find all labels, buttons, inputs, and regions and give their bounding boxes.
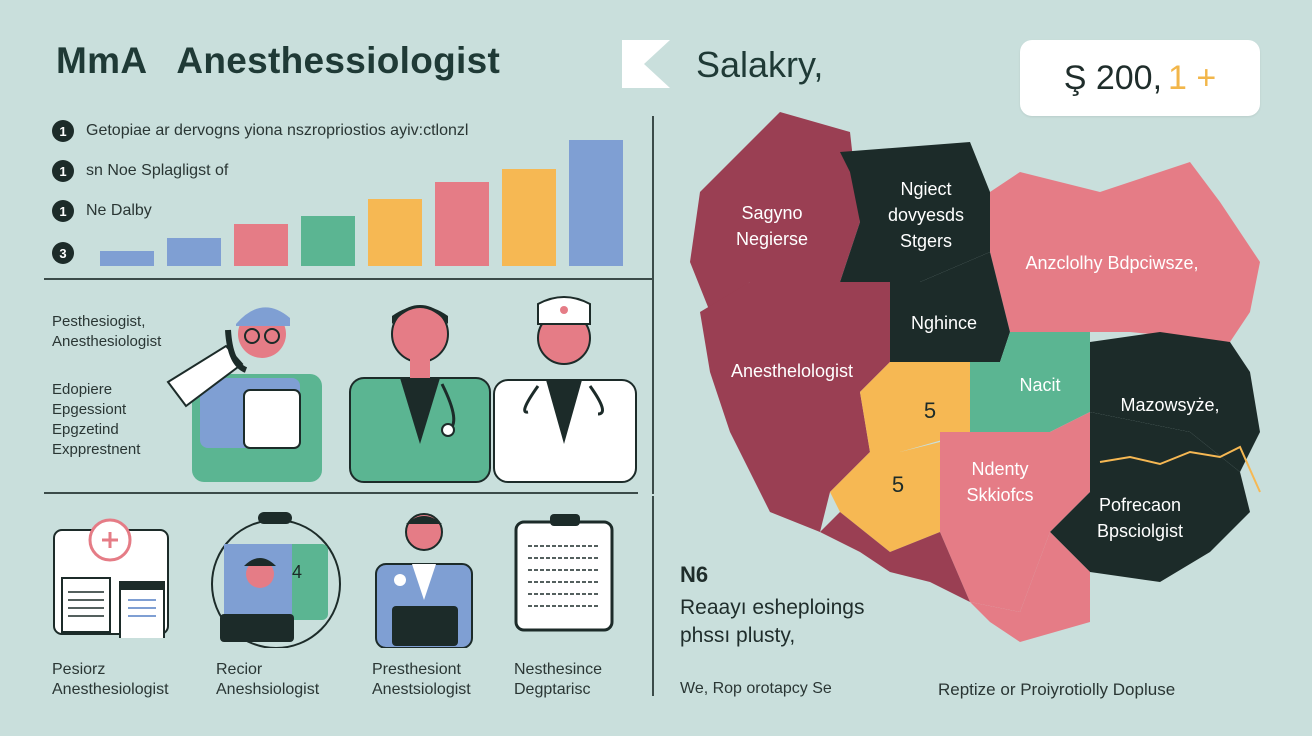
- chart-bar: [301, 216, 355, 266]
- medical-kit-icon: [53, 518, 169, 638]
- icon-caption: Pesiorz Anesthesiologist: [52, 660, 169, 700]
- map-label: Mazowsyże,: [1120, 395, 1220, 415]
- map-label: 5: [923, 398, 937, 423]
- male-doctor-icon: [349, 305, 491, 483]
- stat-row: 1 sn Noe Splagligst of: [52, 160, 228, 182]
- page-title: MmA Anesthessiologist: [56, 40, 501, 81]
- stat-badge: 1: [52, 120, 74, 142]
- stat-badge: 1: [52, 160, 74, 182]
- map-label: Ngiect dovyesds Stgers: [887, 179, 965, 251]
- clipboard-icon: [514, 514, 614, 632]
- stat-row: 3: [52, 242, 86, 264]
- map-label: Nghince: [910, 313, 978, 333]
- divider: [652, 496, 654, 696]
- map-region: [970, 332, 1090, 432]
- chart-bar: [368, 199, 422, 266]
- map-region: [700, 282, 890, 532]
- icon-caption: Recior Aneshsiologist: [216, 660, 319, 700]
- stat-text: Ne Dalby: [86, 202, 152, 219]
- salary-label: Salakry,: [696, 44, 824, 85]
- female-doctor-icon: [166, 307, 322, 482]
- divider: [44, 492, 638, 494]
- chart-bar: [502, 169, 556, 266]
- caption-line: Nesthesince: [514, 661, 603, 678]
- stat-row: 1 Ne Dalby: [52, 200, 152, 222]
- map-label: Ndenty Skkiofcs: [966, 459, 1034, 505]
- icon-caption: Presthesiont Anestsiologist: [372, 660, 471, 700]
- map-label: Anzclolhy Bdpciwsze,: [1025, 253, 1199, 273]
- map-region: [990, 162, 1260, 342]
- footer-note-2: Reptize or Proiyrotiolly Dopluse: [938, 680, 1176, 699]
- chart-bar: [435, 182, 489, 266]
- n6-label: N6: [680, 562, 709, 587]
- caption-line: Edopiere: [52, 381, 113, 398]
- icon-caption: Nesthesince Degptarisc: [514, 660, 602, 700]
- divider: [652, 116, 654, 494]
- stat-text: sn Noe Splagligst of: [86, 162, 229, 179]
- caption-line: Pesiorz: [52, 661, 106, 678]
- map-label: Anesthelologist: [730, 361, 854, 381]
- caption-line: Epgzetind: [52, 421, 119, 438]
- ready-text: Reaayı esheploings phssı plusty,: [680, 594, 864, 650]
- monitor-doctor-icon: 4: [211, 512, 341, 648]
- map-region: [690, 112, 860, 312]
- svg-text:4: 4: [292, 562, 302, 582]
- map-label: Nacit: [1019, 375, 1061, 395]
- flag-icon: [622, 40, 670, 88]
- stat-badge: 1: [52, 200, 74, 222]
- chart-bar: [100, 251, 154, 266]
- region-map: [690, 112, 1261, 642]
- doctors-illustration: [166, 296, 637, 483]
- map-region: [970, 532, 1090, 642]
- caption-line: Anestsiologist: [372, 681, 471, 698]
- tablet-doctor-icon: [375, 513, 473, 648]
- salary-suffix: 1 +: [1168, 58, 1217, 97]
- map-trend-line: [1099, 445, 1261, 493]
- map-region: [1090, 332, 1260, 472]
- caption-line: Pesthesiogist,: [52, 313, 146, 330]
- ready-line: phssı plusty,: [680, 624, 796, 647]
- map-region: [820, 512, 970, 602]
- surgeon-icon: [493, 296, 637, 483]
- caption-line: Aneshsiologist: [216, 681, 320, 698]
- ready-line: Reaayı esheploings: [680, 596, 865, 619]
- chart-bar: [234, 224, 288, 266]
- chart-bar: [167, 238, 221, 266]
- doctor-caption: Pesthesiogist, Anesthesiologist: [52, 312, 161, 352]
- experience-caption: Edopiere Epgessiont Epgzetind Expprestne…: [52, 380, 140, 460]
- caption-line: Anesthesiologist: [52, 333, 162, 350]
- salary-bar-chart: [100, 140, 630, 266]
- map-region: [840, 142, 990, 282]
- footer-note: We, Rop orotapcy Se: [680, 680, 832, 697]
- divider: [44, 278, 654, 280]
- map-label: Sagyno Negierse: [735, 203, 809, 249]
- chart-bar: [569, 140, 623, 266]
- salary-box: Ş 200, 1 +: [1020, 40, 1260, 116]
- stat-badge: 3: [52, 242, 74, 264]
- caption-line: Expprestnent: [52, 441, 141, 458]
- map-region: [830, 442, 940, 552]
- caption-line: Presthesiont: [372, 661, 461, 678]
- map-label: 5: [891, 472, 905, 497]
- stat-row: 1 Getopiae ar dervogns yiona nszropriost…: [52, 120, 468, 142]
- caption-line: Recior: [216, 661, 263, 678]
- caption-line: Anesthesiologist: [52, 681, 169, 698]
- salary-amount: Ş 200,: [1063, 58, 1163, 97]
- caption-line: Epgessiont: [52, 401, 127, 418]
- map-region: [860, 362, 970, 452]
- stat-text: Getopiae ar dervogns yiona nszropriostio…: [86, 122, 469, 139]
- map-label: Pofrecaon Bpsciolgist: [1096, 495, 1184, 541]
- caption-line: Degptarisc: [514, 681, 591, 698]
- map-region: [940, 412, 1090, 612]
